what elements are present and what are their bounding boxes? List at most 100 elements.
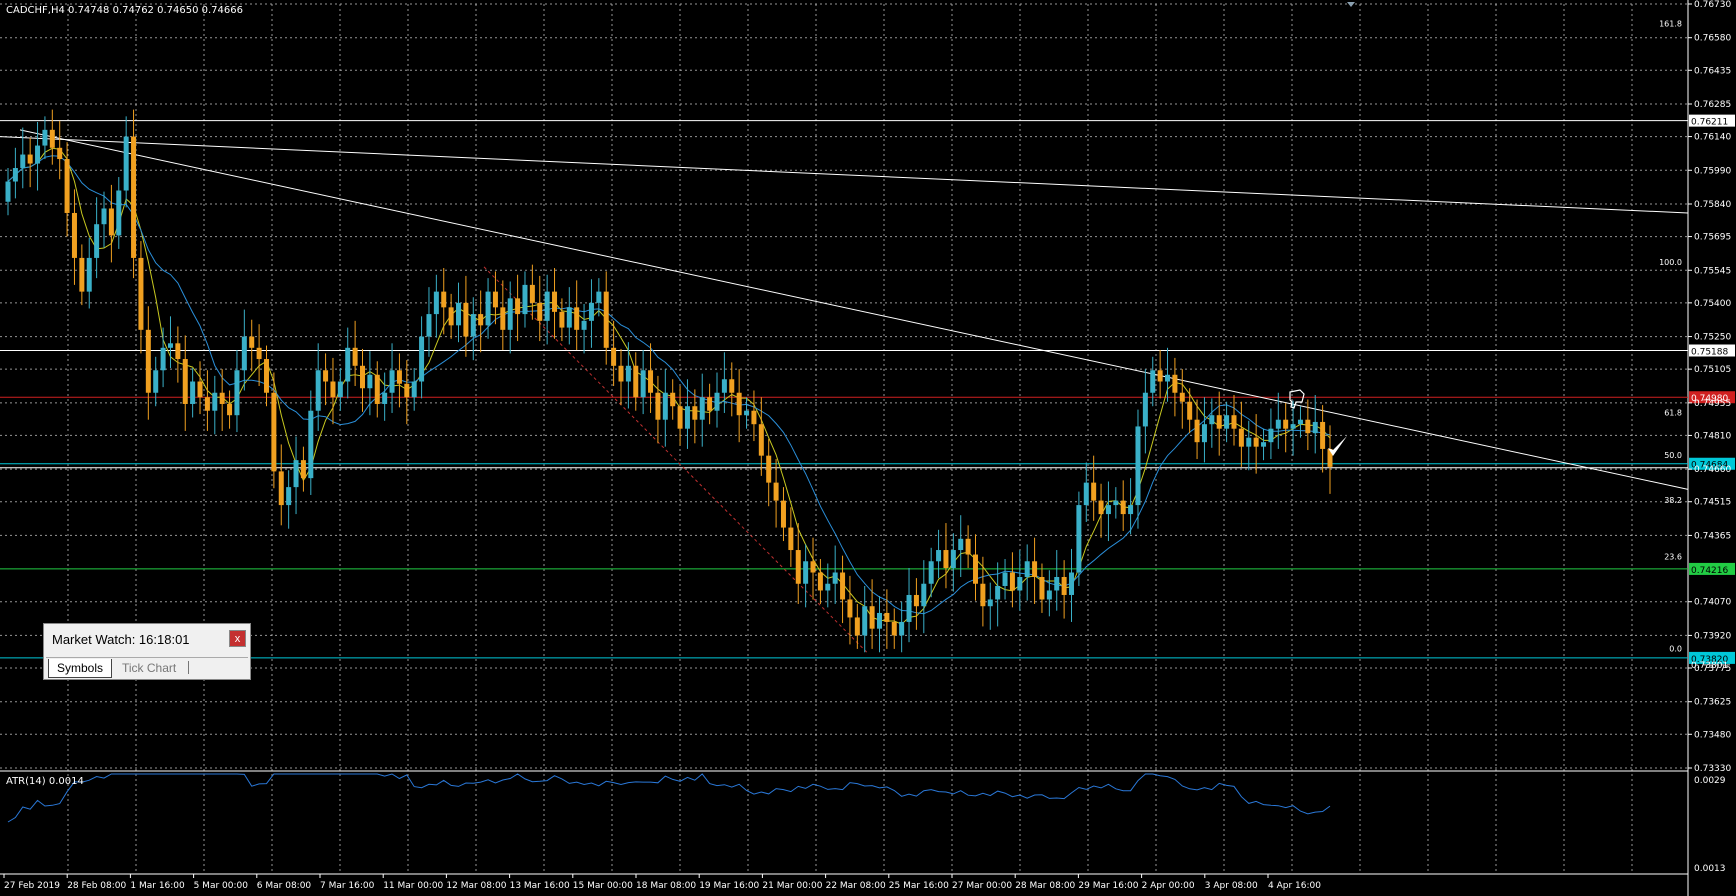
candle-body xyxy=(736,392,742,416)
candle-body xyxy=(1165,374,1171,382)
candle xyxy=(1009,552,1015,608)
candle xyxy=(1142,369,1148,454)
candle-body xyxy=(721,379,727,393)
candle xyxy=(670,379,676,420)
candle-body xyxy=(411,381,417,398)
candle-body xyxy=(330,381,336,398)
candle xyxy=(1283,402,1289,453)
candle-body xyxy=(1135,426,1141,506)
candle-body xyxy=(337,381,343,398)
candle xyxy=(1194,399,1200,460)
candle xyxy=(1017,550,1023,611)
candle-body xyxy=(49,129,55,148)
candle xyxy=(943,523,949,589)
x-tick-label: 29 Mar 16:00 xyxy=(1078,881,1138,891)
x-tick-label: 15 Mar 00:00 xyxy=(573,881,633,891)
candle xyxy=(337,368,343,411)
candle xyxy=(1165,347,1171,402)
tab-symbols[interactable]: Symbols xyxy=(48,659,113,678)
y-tick-label: 0.75545 xyxy=(1694,266,1731,276)
atr-indicator xyxy=(7,773,1331,823)
market-watch-title: Market Watch: 16:18:01 xyxy=(52,632,190,647)
shift-marker-icon xyxy=(1347,2,1355,7)
y-tick-label: 0.74070 xyxy=(1694,598,1731,608)
candle xyxy=(367,351,373,416)
candle-body xyxy=(640,370,646,398)
candle xyxy=(1039,563,1045,613)
candle-body xyxy=(1083,482,1089,506)
candle xyxy=(884,589,890,649)
candle-body xyxy=(1320,421,1326,449)
candle xyxy=(515,274,521,342)
candle-body xyxy=(699,397,705,420)
candle-body xyxy=(537,302,543,321)
candle-body xyxy=(1017,577,1023,591)
candle xyxy=(721,352,727,413)
candle xyxy=(263,345,269,407)
candle xyxy=(1275,392,1281,449)
candle-body xyxy=(648,370,654,393)
price-line-label-bg xyxy=(1689,562,1735,575)
candle-body xyxy=(234,370,240,416)
x-tick-label: 3 Apr 08:00 xyxy=(1205,881,1258,891)
market-watch-window[interactable]: Market Watch: 16:18:01 x Symbols Tick Ch… xyxy=(43,623,251,680)
y-tick-label: 0.73775 xyxy=(1694,664,1731,674)
candle-body xyxy=(655,392,661,420)
candle-body xyxy=(662,392,668,420)
candle xyxy=(492,271,498,325)
ma-fast-line xyxy=(7,147,1331,625)
candle xyxy=(330,357,336,425)
candle-body xyxy=(1113,500,1119,506)
close-button[interactable]: x xyxy=(229,630,246,647)
candle xyxy=(293,436,299,515)
candle xyxy=(1046,570,1052,617)
candle-body xyxy=(906,594,912,622)
candle xyxy=(662,369,668,447)
candle xyxy=(456,282,462,343)
x-tick-label: 13 Mar 16:00 xyxy=(510,881,570,891)
candle xyxy=(71,189,77,285)
candle-body xyxy=(175,343,181,360)
candle xyxy=(625,342,631,409)
candles xyxy=(5,109,1333,653)
candle xyxy=(854,603,860,649)
tab-tick-chart[interactable]: Tick Chart xyxy=(122,661,177,675)
candle-body xyxy=(574,307,580,330)
price-line-label-bg xyxy=(1689,344,1735,357)
candle xyxy=(145,306,151,420)
candle xyxy=(1216,391,1222,456)
candle xyxy=(470,297,476,361)
candle xyxy=(463,275,469,357)
x-tick-label: 22 Mar 08:00 xyxy=(826,881,886,891)
candle-body xyxy=(219,392,225,404)
price-line-label: 0.74684 xyxy=(1691,461,1728,471)
candle xyxy=(160,327,166,388)
candle-body xyxy=(1069,572,1075,595)
candle xyxy=(308,390,314,495)
candle xyxy=(876,596,882,653)
candle xyxy=(913,578,919,630)
candle-body xyxy=(965,538,971,555)
candle xyxy=(153,356,159,407)
candle-body xyxy=(529,284,535,303)
candle xyxy=(278,444,284,526)
x-tick-label: 28 Feb 08:00 xyxy=(67,881,126,891)
candle xyxy=(921,560,927,634)
candle xyxy=(1105,481,1111,542)
moving-averages xyxy=(7,147,1331,625)
candle-body xyxy=(108,208,114,236)
horizontal-lines[interactable]: 0.76211 0.75188 0.74980 0.74684 0.74216 0.738… xyxy=(0,20,1735,671)
candle xyxy=(1187,388,1193,434)
candle-body xyxy=(1275,419,1281,429)
fib-level-label: 23.6 xyxy=(1664,552,1682,561)
trendlines[interactable] xyxy=(0,129,1689,654)
candle-body xyxy=(1201,424,1207,443)
candle xyxy=(411,368,417,411)
price-line-label-bg xyxy=(1689,457,1735,470)
candle xyxy=(566,287,572,345)
candle-body xyxy=(1216,415,1222,429)
candle xyxy=(404,360,410,425)
candle xyxy=(1305,399,1311,451)
candle-body xyxy=(581,320,587,330)
